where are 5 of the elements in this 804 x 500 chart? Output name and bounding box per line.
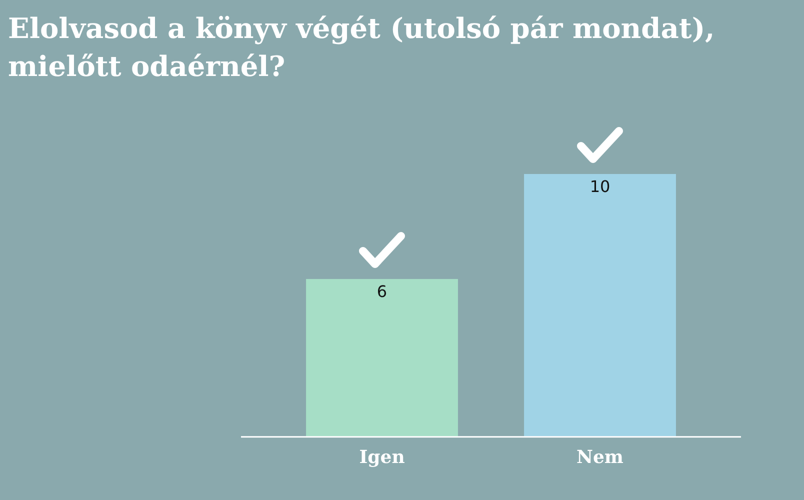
chart-title: Elolvasod a könyv végét (utolsó pár mondat), mielőtt odaérnél? <box>8 11 716 85</box>
data-label: 10 <box>590 177 610 196</box>
x-tick-label: Igen <box>359 446 405 468</box>
x-tick-label: Nem <box>576 446 624 468</box>
data-label: 6 <box>376 282 388 302</box>
